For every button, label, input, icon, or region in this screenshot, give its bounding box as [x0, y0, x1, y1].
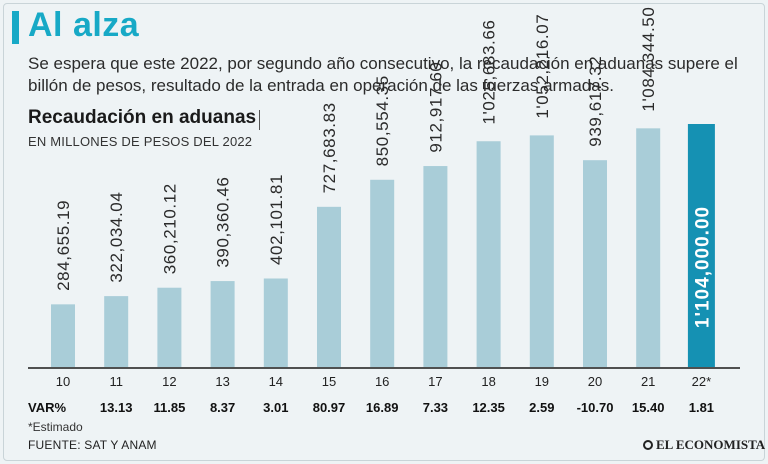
- x-tick-label: 17: [428, 374, 442, 389]
- footnote: *Estimado: [28, 420, 83, 434]
- bar: [51, 304, 75, 367]
- bar: [263, 278, 288, 367]
- bar-value-label: 1'052,216.07: [533, 14, 552, 119]
- x-tick-label: 22*: [692, 374, 712, 389]
- var-percent-value: 80.97: [313, 400, 346, 415]
- bar-value-label: 1'025,683.66: [480, 20, 499, 125]
- x-tick-label: 15: [322, 374, 336, 389]
- logo-mark-icon: [643, 440, 653, 450]
- bar: [687, 124, 715, 367]
- x-tick-label: 20: [588, 374, 602, 389]
- x-tick-label: 11: [109, 374, 123, 389]
- chart-title: Recaudación en aduanas: [28, 107, 257, 128]
- var-percent-label: VAR%: [28, 400, 66, 415]
- x-tick-label: 10: [56, 374, 70, 389]
- bar-value-label: 322,034.04: [107, 192, 126, 283]
- x-tick-label: 14: [269, 374, 283, 389]
- bar: [317, 206, 341, 367]
- source-note: FUENTE: SAT Y ANAM: [28, 438, 157, 452]
- var-percent-value: 16.89: [366, 400, 399, 415]
- var-percent-value: 2.59: [529, 400, 554, 415]
- chart-subtitle: EN MILLONES DE PESOS DEL 2022: [28, 134, 253, 149]
- bar: [636, 128, 661, 367]
- bar-value-label: 284,655.19: [54, 200, 73, 291]
- var-percent-value: 13.13: [100, 400, 133, 415]
- bar: [423, 166, 448, 367]
- x-tick-label: 18: [481, 374, 495, 389]
- var-percent-value: -10.70: [577, 400, 614, 415]
- bar-value-label: 390,360.46: [214, 177, 233, 268]
- bar: [104, 296, 129, 367]
- bar-value-label: 1'104,000.00: [692, 206, 713, 328]
- var-percent-value: 8.37: [210, 400, 235, 415]
- var-percent-value: 3.01: [263, 400, 288, 415]
- var-percent-value: 12.35: [472, 400, 505, 415]
- bar: [370, 179, 395, 367]
- publisher-logo: EL ECONOMISTA: [643, 437, 765, 453]
- page-title: Al alza: [28, 6, 140, 44]
- logo-text: EL ECONOMISTA: [656, 437, 766, 452]
- bar-value-label: 1'084,344.50: [639, 7, 658, 112]
- bar-value-label: 402,101.81: [267, 174, 286, 265]
- x-tick-label: 16: [375, 374, 389, 389]
- title-accent-bar: [12, 11, 19, 44]
- var-percent-value: 1.81: [689, 400, 714, 415]
- x-tick-label: 13: [215, 374, 229, 389]
- bar: [157, 287, 182, 367]
- bar: [529, 135, 554, 367]
- x-tick-label: 12: [162, 374, 176, 389]
- bar-value-label: 939,617.32: [586, 56, 605, 147]
- bar: [210, 281, 235, 367]
- bar-value-label: 912,917.60: [426, 62, 445, 153]
- bar-value-label: 850,554.35: [373, 75, 392, 166]
- bar: [583, 160, 607, 367]
- var-percent-value: 15.40: [632, 400, 665, 415]
- bar-value-label: 727,683.83: [320, 102, 339, 193]
- bar-value-label: 360,210.12: [160, 183, 179, 274]
- chart-title-separator: [259, 110, 260, 130]
- var-percent-value: 7.33: [423, 400, 448, 415]
- page-subtitle: Se espera que este 2022, por segundo año…: [28, 54, 738, 95]
- x-tick-label: 21: [641, 374, 655, 389]
- bar: [476, 141, 501, 367]
- frame: [3, 3, 765, 461]
- var-percent-value: 11.85: [153, 400, 185, 415]
- x-tick-label: 19: [535, 374, 549, 389]
